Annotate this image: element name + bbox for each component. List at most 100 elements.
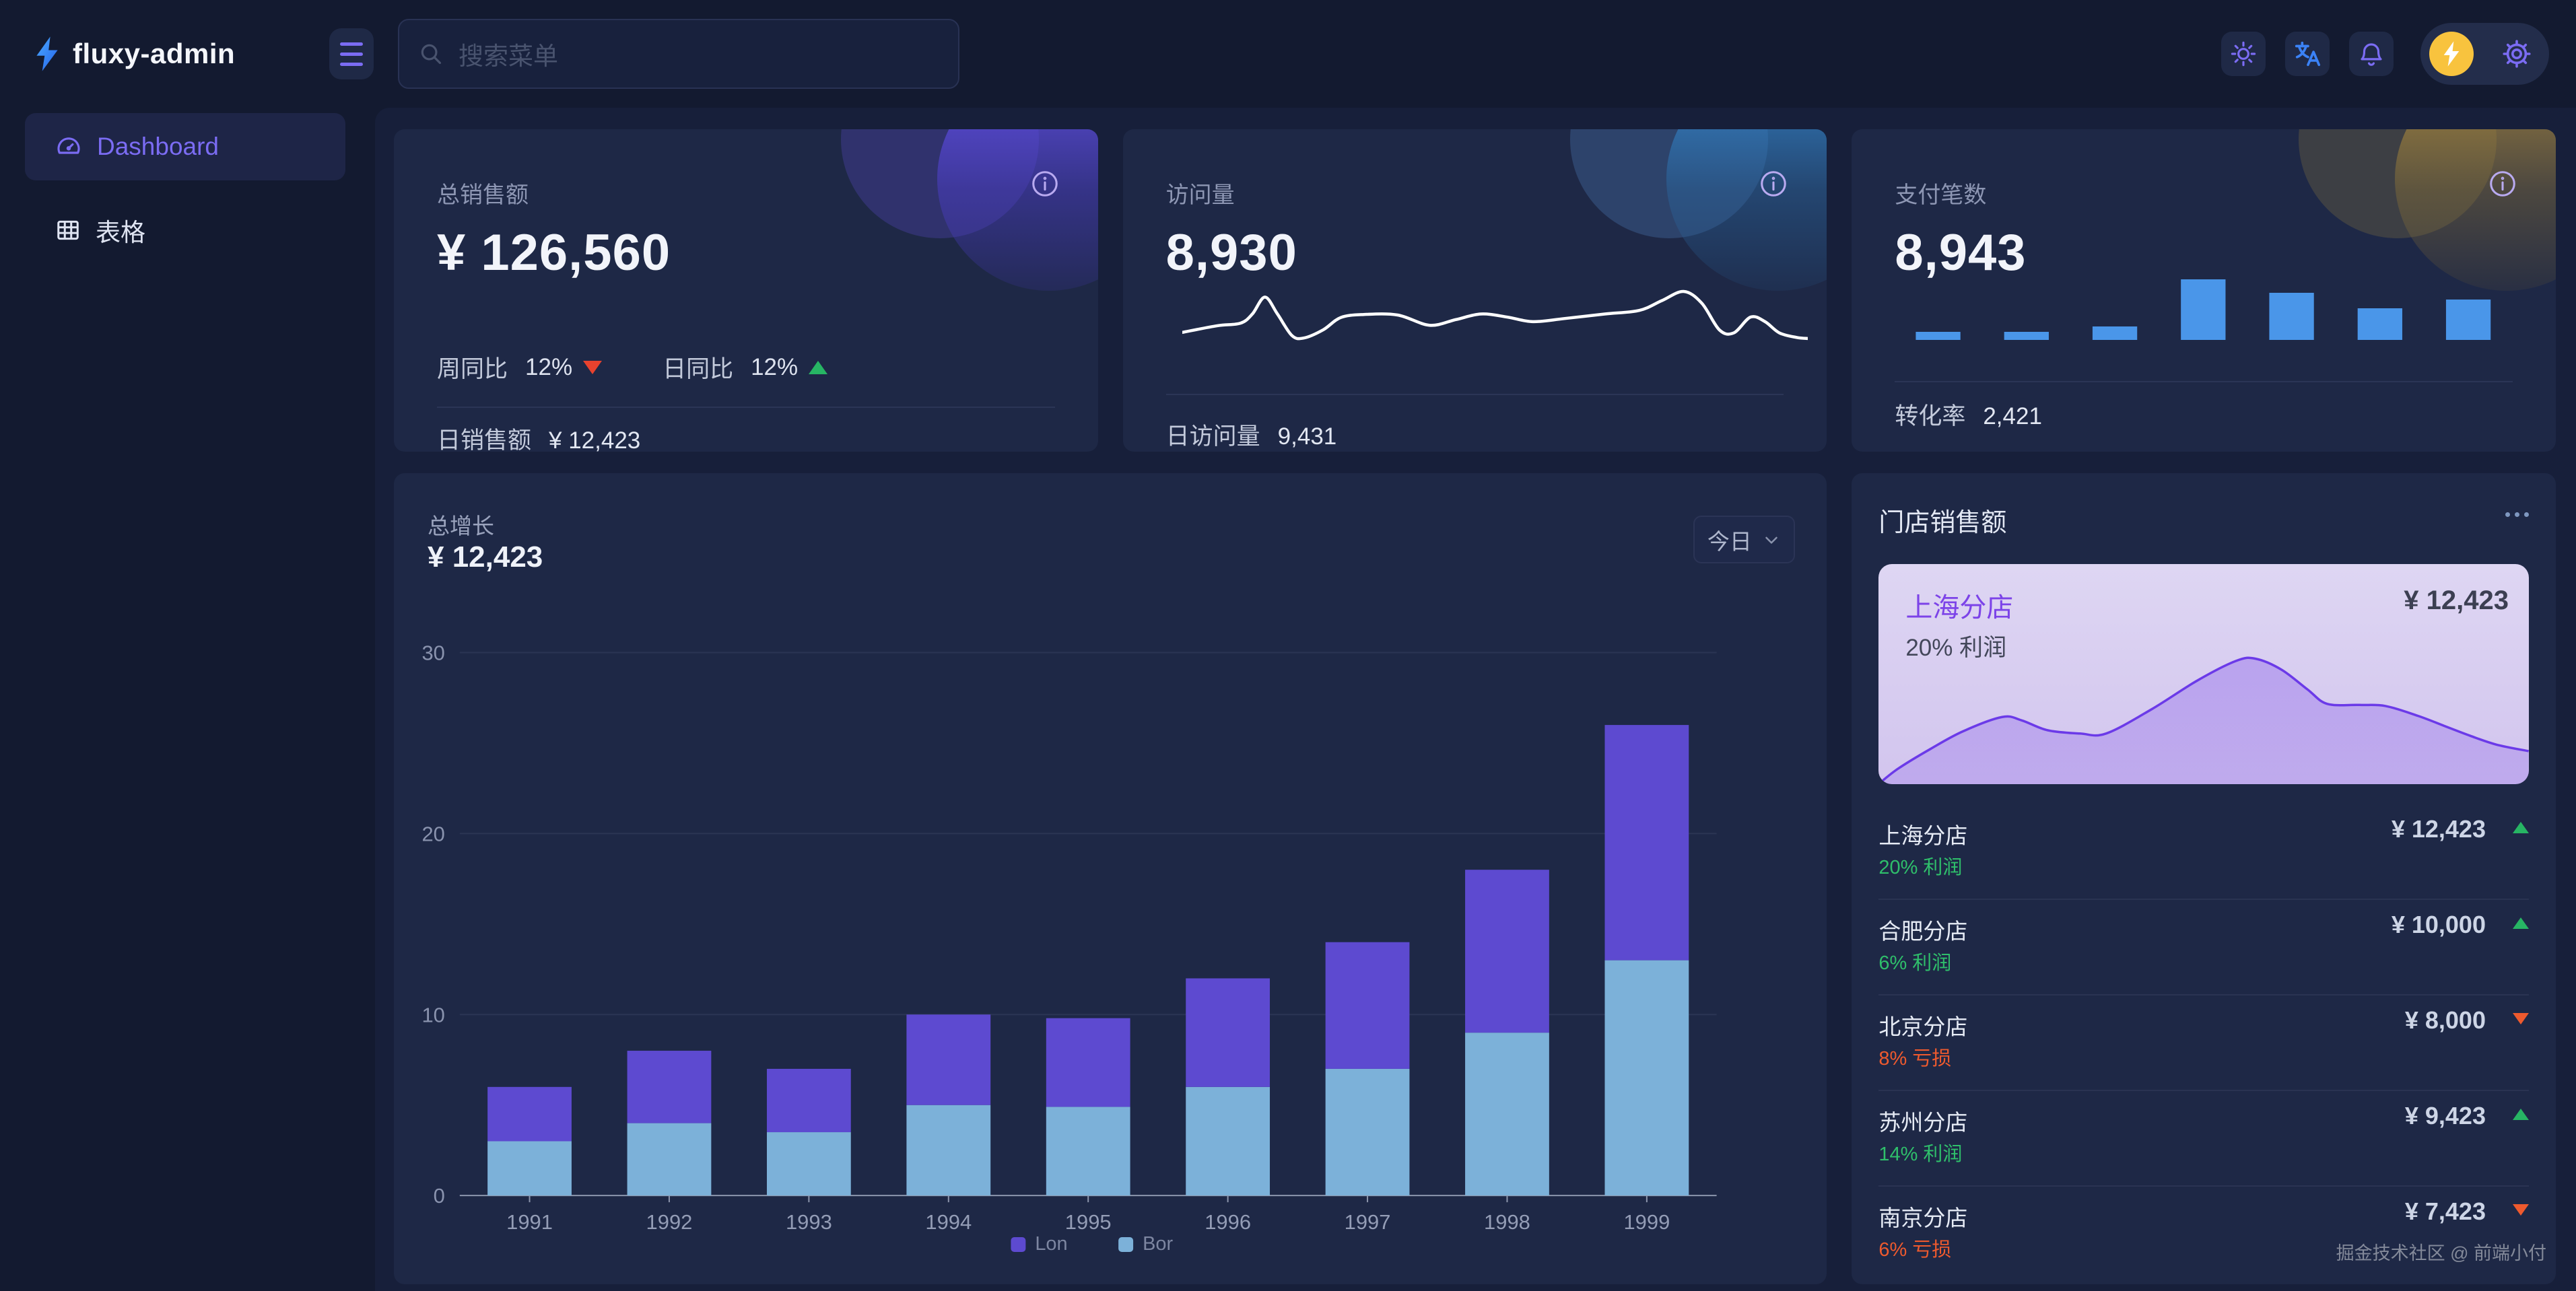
growth-chart-card: 总增长 ¥ 12,423 今日 0 10 20 30 1991 1992 1993 1994 1…	[394, 473, 1827, 1284]
translate-icon	[2295, 41, 2321, 67]
gear-icon[interactable]	[2501, 38, 2533, 70]
trend-down-icon	[583, 360, 603, 374]
store-name: 北京分店	[1878, 1014, 1968, 1039]
svg-text:1995: 1995	[1065, 1210, 1112, 1234]
decoration-circle	[937, 129, 1098, 291]
store-trend-icon	[2512, 1204, 2529, 1216]
app-title: fluxy-admin	[73, 38, 236, 69]
content: 总销售额 ¥ 126,560 周同比 12% 日同比 12% 日销售额 ¥ 12…	[375, 108, 2576, 1291]
svg-text:1994: 1994	[925, 1210, 972, 1234]
stat-title: 总销售额	[437, 182, 529, 208]
stat-footer: 日销售额 ¥ 12,423	[437, 421, 640, 452]
decoration-circle	[1666, 129, 1827, 291]
store-value: ¥ 12,423	[2391, 815, 2486, 843]
stat-value: ¥ 126,560	[437, 224, 671, 281]
store-row[interactable]: 上海分店 20% 利润 ¥ 12,423	[1878, 804, 2529, 900]
search-placeholder: 搜索菜单	[459, 42, 558, 70]
trend-up-icon	[809, 360, 828, 374]
chevron-down-icon	[1765, 536, 1777, 544]
featured-store-card[interactable]: 上海分店 ¥ 12,423 20% 利润	[1878, 564, 2529, 784]
decoration-circle	[1569, 129, 1768, 238]
store-value: ¥ 8,000	[2404, 1006, 2486, 1034]
store-value: ¥ 7,423	[2404, 1197, 2486, 1225]
gauge-icon	[57, 137, 80, 154]
stat-footer-label: 转化率	[1895, 403, 1966, 429]
decoration-circle	[841, 129, 1039, 238]
store-change: 20% 利润	[1878, 857, 1963, 878]
store-change: 6% 亏损	[1878, 1239, 1952, 1261]
svg-text:0: 0	[434, 1184, 445, 1208]
growth-stacked-bar-chart: 0 10 20 30 1991 1992 1993 1994 1995 1996 1997 1998 1…	[421, 641, 1717, 1255]
store-row[interactable]: 苏州分店 14% 利润 ¥ 9,423	[1878, 1091, 2529, 1187]
info-icon[interactable]	[2487, 168, 2518, 203]
search-input[interactable]: 搜索菜单	[398, 19, 959, 89]
sidebar-collapse-button[interactable]	[329, 28, 374, 79]
payments-minibar-chart	[1916, 279, 2491, 340]
more-options-icon[interactable]	[2505, 512, 2529, 517]
svg-text:1996: 1996	[1205, 1210, 1251, 1234]
store-row[interactable]: 北京分店 8% 亏损 ¥ 8,000	[1878, 996, 2529, 1091]
header: fluxy-admin 搜索菜单	[0, 0, 2576, 108]
trend-label: 日同比	[663, 356, 734, 382]
svg-text:1999: 1999	[1623, 1210, 1670, 1234]
stat-footer-label: 日销售额	[437, 427, 532, 452]
store-row[interactable]: 合肥分店 6% 利润 ¥ 10,000	[1878, 900, 2529, 996]
store-trend-icon	[2512, 1109, 2529, 1120]
stat-card-visits: 访问量 8,930 日访问量 9,431	[1122, 129, 1827, 452]
store-name: 上海分店	[1878, 823, 1968, 848]
stat-card-payments: 支付笔数 8,943 转化率 2,421	[1852, 129, 2556, 452]
svg-text:20: 20	[421, 822, 444, 845]
stat-footer-label: 日访问量	[1165, 423, 1260, 450]
header-actions	[2221, 23, 2576, 85]
stat-footer: 日访问量 9,431	[1166, 417, 1337, 452]
user-menu[interactable]	[2420, 23, 2549, 85]
store-change: 8% 亏损	[1878, 1048, 1952, 1070]
info-icon[interactable]	[1029, 168, 1060, 203]
sidebar-item-dashboard[interactable]: Dashboard	[25, 113, 345, 180]
visits-sparkline-chart	[1180, 289, 1810, 341]
stat-value: 8,943	[1895, 224, 2027, 281]
language-button[interactable]	[2285, 32, 2330, 76]
store-value: ¥ 9,423	[2404, 1102, 2486, 1129]
sidebar-item-label: 表格	[96, 219, 145, 246]
range-select[interactable]: 今日	[1693, 516, 1796, 563]
divider	[1878, 1090, 2529, 1091]
stores-panel: 门店销售额 上海分店 ¥ 12,423 20% 利润 上海分店 20% 利润 ¥…	[1852, 473, 2556, 1284]
avatar	[2429, 32, 2474, 76]
divider	[437, 407, 1055, 408]
search-icon	[421, 44, 442, 65]
stat-footer-value: ¥ 12,423	[549, 427, 641, 452]
store-change: 14% 利润	[1878, 1144, 1963, 1165]
sun-icon	[2231, 41, 2256, 67]
store-trend-icon	[2512, 1013, 2529, 1024]
store-name: 苏州分店	[1878, 1110, 1968, 1135]
stat-footer-value: 2,421	[1983, 403, 2042, 429]
stat-footer-value: 9,431	[1277, 423, 1337, 450]
trend-label: 周同比	[437, 356, 508, 382]
store-name: 南京分店	[1878, 1206, 1968, 1230]
divider	[1165, 394, 1784, 395]
panel-title: 门店销售额	[1878, 509, 2007, 537]
hamburger-icon	[340, 42, 363, 46]
svg-text:30: 30	[421, 641, 444, 665]
info-icon[interactable]	[1758, 168, 1789, 203]
table-icon	[57, 220, 79, 240]
sidebar: Dashboard 表格	[0, 108, 375, 1291]
sidebar-item-label: Dashboard	[97, 133, 219, 160]
store-trend-icon	[2512, 917, 2529, 929]
divider	[1878, 994, 2529, 996]
theme-toggle-button[interactable]	[2221, 32, 2266, 76]
store-row[interactable]: 南京分店 6% 亏损 ¥ 7,423	[1878, 1187, 2529, 1282]
store-name: 合肥分店	[1878, 919, 1968, 944]
featured-store-name: 上海分店	[1905, 593, 2014, 623]
svg-text:1993: 1993	[786, 1210, 832, 1234]
store-trend-icon	[2512, 822, 2529, 833]
notifications-button[interactable]	[2349, 32, 2394, 76]
bell-icon	[2361, 43, 2382, 66]
svg-text:1992: 1992	[646, 1210, 693, 1234]
svg-text:10: 10	[421, 1003, 444, 1026]
sidebar-item-table[interactable]: 表格	[25, 197, 345, 264]
logo: fluxy-admin	[0, 35, 375, 73]
avatar-lightning-icon	[2443, 41, 2460, 67]
divider	[1878, 899, 2529, 900]
